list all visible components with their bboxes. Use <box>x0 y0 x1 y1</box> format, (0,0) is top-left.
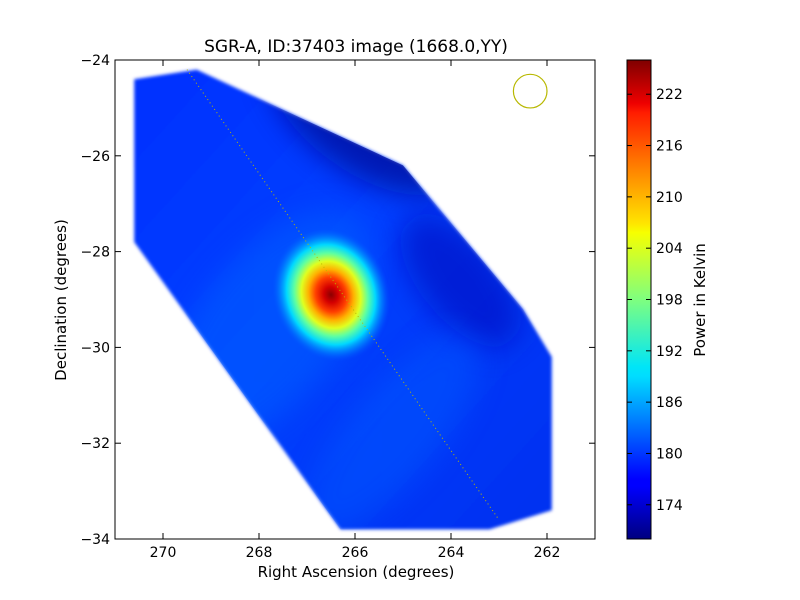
x-tick-label: 262 <box>534 545 561 561</box>
x-tick-label: 270 <box>150 545 177 561</box>
colorbar-tick-label: 216 <box>656 139 683 155</box>
colorbar-tick-label: 210 <box>656 190 683 206</box>
colorbar-tick-label: 174 <box>656 498 683 514</box>
low-power-region <box>400 213 521 347</box>
y-tick-label: −32 <box>80 436 110 452</box>
y-tick-label: −26 <box>80 149 110 165</box>
colorbar-ticks: 174 180 186 192 198 204 210 216 222 <box>627 87 683 514</box>
galactic-plane-emission <box>308 337 478 530</box>
colorbar-tick-label: 204 <box>656 241 683 257</box>
colorbar-tick-label: 180 <box>656 446 683 462</box>
y-tick-label: −30 <box>80 340 110 356</box>
y-tick-label: −34 <box>80 532 110 548</box>
colorbar-tick-label: 198 <box>656 293 683 309</box>
x-axis-ticks: 270 268 266 264 262 <box>150 60 561 561</box>
colorbar-tick-label: 222 <box>656 87 683 103</box>
plot-area: 270 268 266 264 262 −24 −26 −28 −30 −32 −34 <box>80 53 596 561</box>
x-tick-label: 266 <box>342 545 369 561</box>
galactic-plane-line <box>186 69 500 521</box>
chart-title: SGR-A, ID:37403 image (1668.0,YY) <box>204 37 508 57</box>
y-axis-label: Declination (degrees) <box>52 219 70 381</box>
colorbar-tick-label: 186 <box>656 395 683 411</box>
colorbar: 174 180 186 192 198 204 210 216 222 Power in Kel… <box>626 59 709 540</box>
y-tick-label: −24 <box>80 53 110 69</box>
y-tick-label: −28 <box>80 245 110 261</box>
y-axis-ticks: −24 −26 −28 −30 −32 −34 <box>80 53 595 548</box>
x-tick-label: 264 <box>438 545 465 561</box>
x-axis-label: Right Ascension (degrees) <box>258 563 455 581</box>
beam-circle <box>512 73 548 109</box>
colorbar-label: Power in Kelvin <box>691 243 709 357</box>
peak-source <box>271 227 391 362</box>
colorbar-tick-label: 192 <box>656 344 683 360</box>
x-tick-label: 268 <box>246 545 273 561</box>
